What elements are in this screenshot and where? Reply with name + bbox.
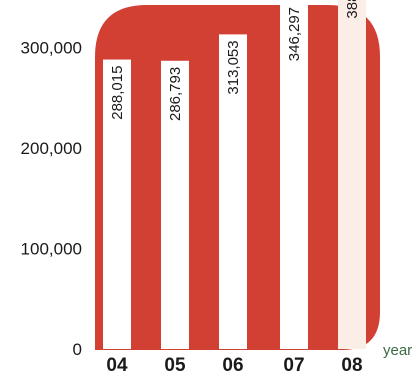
bar-04: [103, 59, 131, 350]
value-label-06: 313,053: [225, 40, 242, 94]
bar-07: [280, 0, 308, 349]
y-tick-label: 100,000: [21, 240, 82, 259]
x-tick-label-06: 06: [222, 355, 243, 376]
x-tick-label-07: 07: [283, 355, 304, 376]
value-label-07: 346,297: [286, 7, 303, 61]
value-label-05: 286,793: [167, 67, 184, 121]
bar-05: [161, 60, 189, 349]
y-tick-label: 300,000: [21, 39, 82, 58]
bars-group: [103, 0, 366, 350]
x-tick-label-08: 08: [341, 355, 362, 376]
y-tick-label: 0: [73, 340, 82, 359]
y-tick-label: 200,000: [21, 139, 82, 158]
x-tick-label-05: 05: [164, 355, 186, 376]
x-tick-label-04: 04: [106, 355, 128, 376]
x-axis-tick-labels: 04 05 06 07 08: [106, 355, 362, 376]
value-label-04: 288,015: [109, 66, 126, 120]
value-label-08: 388,686: [344, 0, 361, 19]
bar-08: [338, 0, 366, 349]
value-labels-group: 288,015 286,793 313,053 346,297 388,686: [109, 0, 361, 121]
x-axis-unit-label: year: [383, 342, 412, 359]
bar-06: [219, 34, 247, 349]
